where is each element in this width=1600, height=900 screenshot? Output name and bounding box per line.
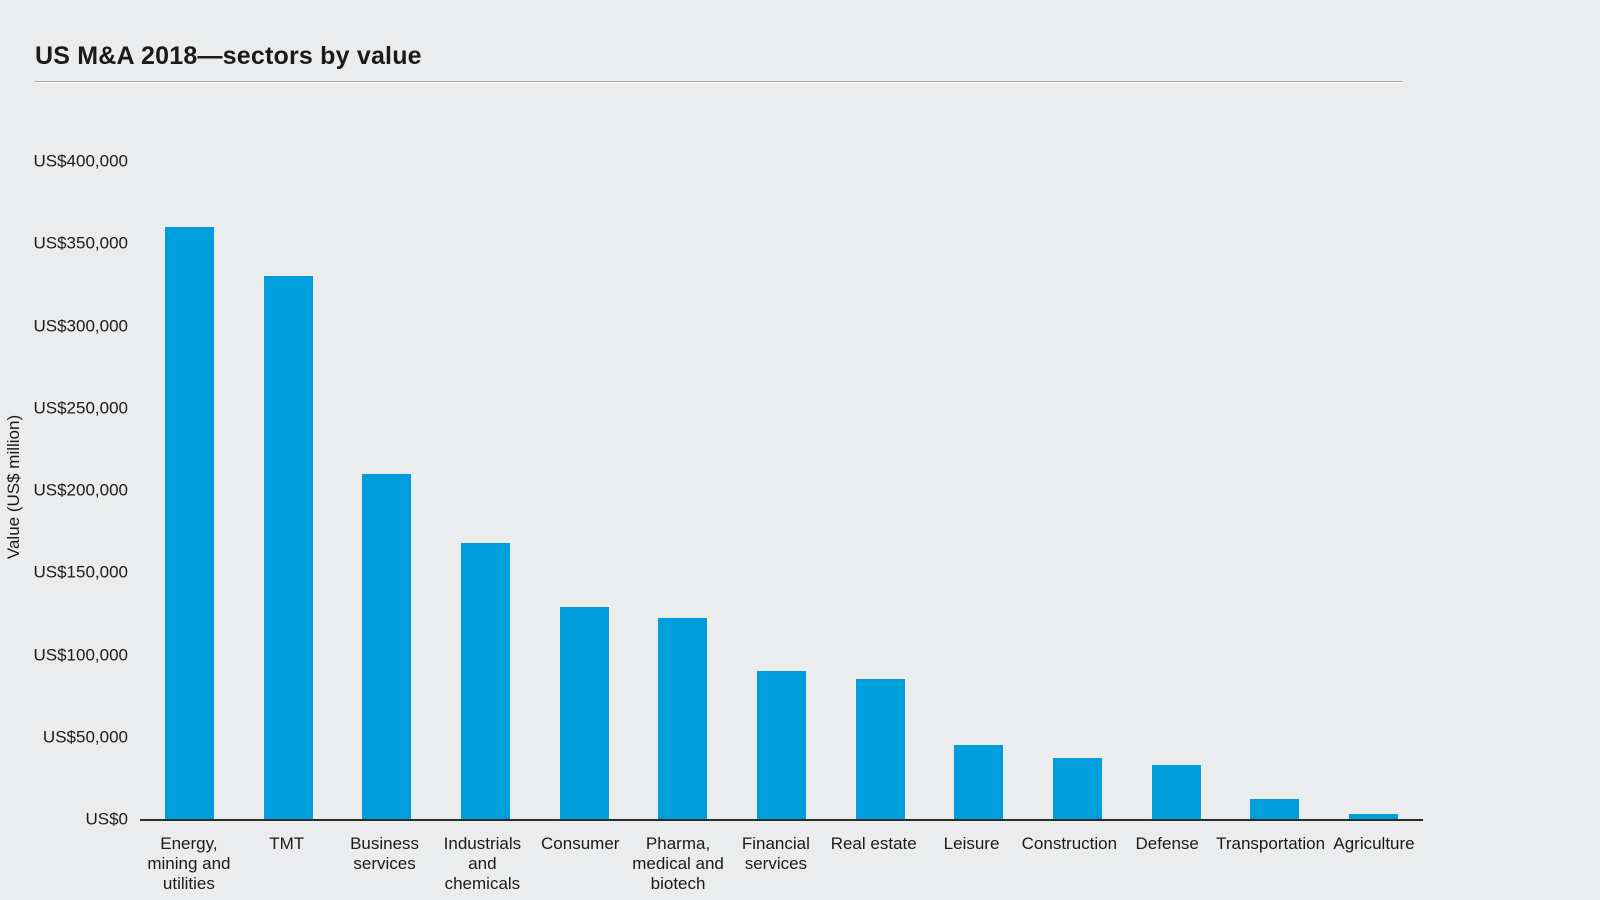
y-tick-label: US$150,000: [33, 562, 128, 582]
bar: [559, 606, 609, 819]
x-tick-label-line: Financial: [741, 834, 810, 853]
x-tick-label-line: utilities: [162, 874, 215, 893]
bar: [1151, 764, 1201, 819]
y-tick-label: US$200,000: [33, 480, 128, 500]
bar-slot: [732, 161, 831, 819]
x-tick-label-line: Agriculture: [1333, 834, 1415, 853]
bar-slot: [1226, 161, 1325, 819]
y-tick-label: US$300,000: [33, 316, 128, 335]
x-tick-label-line: medical and: [632, 854, 724, 873]
bar: [954, 744, 1004, 819]
x-tick-label-line: chemicals: [444, 874, 521, 893]
bar-slot: [535, 161, 634, 819]
x-tick-label-line: Business: [350, 834, 420, 853]
bar: [1053, 758, 1103, 819]
x-tick-label: Pharma, medical and biotech: [629, 834, 727, 894]
bar-slot: [337, 161, 436, 819]
bar: [1349, 814, 1399, 819]
x-tick-label: Consumer: [531, 834, 629, 894]
x-tick-label: Real estate: [825, 834, 923, 894]
x-tick-label: Business services: [336, 834, 434, 894]
x-tick-label-line: services: [353, 854, 416, 873]
x-tick-label-line: Pharma,: [645, 834, 711, 853]
bar: [164, 226, 214, 819]
y-tick-label: US$100,000: [33, 645, 128, 664]
x-tick-label: Transportation: [1216, 834, 1325, 894]
x-tick-label-line: Defense: [1135, 834, 1199, 853]
y-tick-label: US$250,000: [33, 398, 128, 418]
x-tick-label-line: TMT: [269, 834, 305, 853]
bar-slot: [831, 161, 930, 819]
x-tick-label: Leisure: [923, 834, 1021, 894]
x-tick-label: Construction: [1020, 834, 1118, 894]
bar: [658, 618, 708, 819]
x-axis-labels: Energy, mining and utilities TMT Business ser…: [140, 834, 1423, 894]
y-tick-label: US$50,000: [42, 727, 128, 747]
x-tick-label: Industrials and chemicals: [433, 834, 531, 894]
x-tick-label-line: Construction: [1021, 834, 1118, 853]
x-tick-label-line: biotech: [650, 874, 706, 893]
bar-slot: [633, 161, 732, 819]
bar-slot: [239, 161, 338, 819]
bar: [1250, 799, 1300, 819]
y-tick-label: US$350,000: [33, 233, 128, 253]
x-tick-label-line: Transportation: [1216, 834, 1326, 853]
x-tick-label: Energy, mining and utilities: [140, 834, 238, 894]
x-tick-label-line: Industrials: [443, 834, 522, 853]
y-tick-label: US$0: [85, 809, 128, 829]
x-tick-label: TMT: [238, 834, 336, 894]
y-axis-ticks: US$0 US$50,000 US$100,000 US$150,000 US$200,…: [0, 153, 128, 828]
bar-slot: [930, 161, 1029, 819]
bar: [460, 542, 510, 819]
x-tick-label-line: mining and: [147, 854, 231, 873]
x-tick-label-line: services: [744, 854, 808, 873]
x-tick-label: Agriculture: [1325, 834, 1423, 894]
x-tick-label-line: Energy,: [160, 834, 218, 853]
plot-area: [140, 161, 1423, 821]
x-tick-label: Financial services: [727, 834, 825, 894]
x-tick-label-line: Real estate: [830, 834, 917, 853]
bar-slot: [1324, 161, 1423, 819]
bar: [362, 473, 412, 819]
bar-slot: [1028, 161, 1127, 819]
y-tick-label: US$400,000: [33, 151, 128, 171]
bar: [855, 679, 905, 819]
x-tick-label-line: Leisure: [943, 834, 1000, 853]
bar-slot: [1127, 161, 1226, 819]
x-tick-label-line: and: [468, 854, 497, 873]
title-rule: [35, 81, 1403, 82]
bar: [756, 670, 806, 819]
page-title: US M&A 2018—sectors by value: [35, 42, 422, 70]
bar-slot: [140, 161, 239, 819]
x-tick-label-line: Consumer: [541, 834, 620, 853]
bar-slot: [436, 161, 535, 819]
x-tick-label: Defense: [1118, 834, 1216, 894]
bar: [263, 276, 313, 819]
